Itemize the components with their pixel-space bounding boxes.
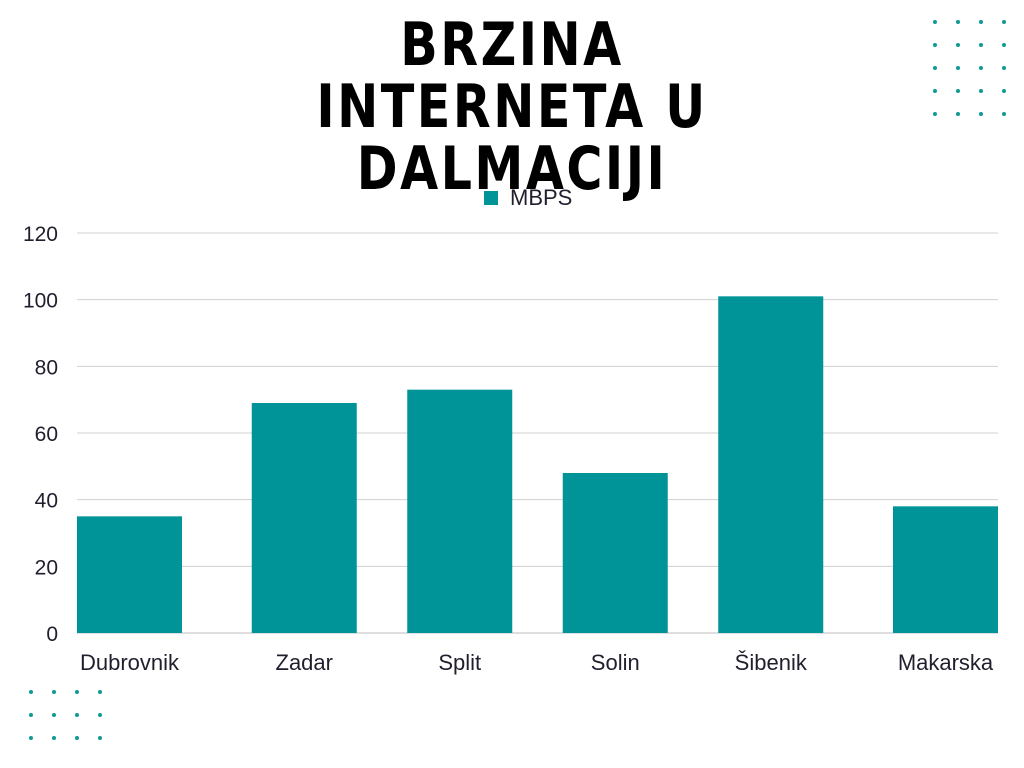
y-tick-label: 100 [23,290,58,313]
bar-makarska [893,506,998,633]
decorative-dot [933,89,937,93]
decorative-dot [52,736,56,740]
decorative-dot [979,112,983,116]
decorative-dot [1002,43,1006,47]
bar-solin [562,473,668,633]
y-tick-label: 80 [35,356,58,379]
x-tick-label: Split [438,650,481,675]
bar-zadar [251,403,357,633]
y-tick-label: 120 [23,223,58,246]
bar-split [407,389,513,633]
decorative-dot-grid-top-right [933,20,1006,116]
chart-title: BRZINA INTERNETA U DALMACIJI [256,14,768,200]
decorative-dot [933,66,937,70]
decorative-dot [979,43,983,47]
y-tick-label: 60 [35,423,58,446]
decorative-dot [98,690,102,694]
decorative-dot [933,112,937,116]
decorative-dot [1002,20,1006,24]
y-tick-label: 20 [35,556,58,579]
decorative-dot [52,690,56,694]
decorative-dot [933,20,937,24]
decorative-dot [1002,89,1006,93]
chart-title-line-2: DALMACIJI [356,134,668,204]
decorative-dot [979,20,983,24]
decorative-dot [29,690,33,694]
x-tick-label: Šibenik [735,650,808,675]
legend-swatch [484,191,498,205]
x-tick-label: Solin [591,650,640,675]
decorative-dot [1002,112,1006,116]
decorative-dot [98,713,102,717]
x-tick-label: Zadar [276,650,333,675]
decorative-dot [956,112,960,116]
decorative-dot-grid-bottom-left [29,690,102,740]
decorative-dot [75,690,79,694]
decorative-dot [98,736,102,740]
decorative-dot [933,43,937,47]
x-tick-label: Dubrovnik [80,650,180,675]
decorative-dot [956,66,960,70]
decorative-dot [979,66,983,70]
decorative-dot [956,20,960,24]
chart-title-line-1: BRZINA INTERNETA U [316,10,708,142]
y-tick-label: 0 [46,623,58,646]
bar-šibenik [718,296,824,633]
decorative-dot [52,713,56,717]
bar-dubrovnik [77,516,182,633]
legend-label: MBPS [510,185,573,210]
chart-legend: MBPS [484,185,572,211]
decorative-dot [956,43,960,47]
decorative-dot [75,736,79,740]
decorative-dot [1002,66,1006,70]
x-tick-label: Makarska [898,650,994,675]
decorative-dot [75,713,79,717]
y-tick-label: 40 [35,490,58,513]
decorative-dot [29,736,33,740]
decorative-dot [956,89,960,93]
decorative-dot [29,713,33,717]
decorative-dot [979,89,983,93]
